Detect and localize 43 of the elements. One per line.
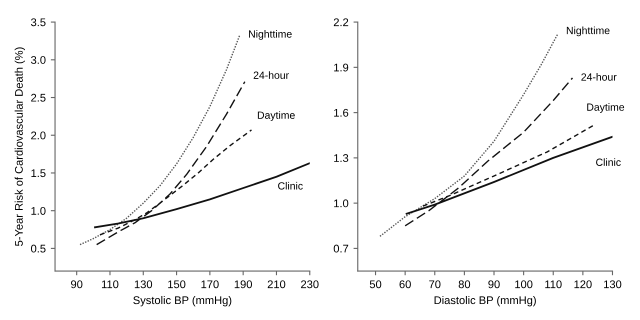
- y-tick-label: 2.2: [334, 18, 348, 26]
- x-tick-label: 80: [458, 280, 470, 288]
- x-tick-label: 110: [102, 280, 118, 288]
- y-tick-label: 1.0: [334, 199, 348, 208]
- line-series: [79, 34, 241, 246]
- y-axis-title: 5-Year Risk of Cardiovascular Death (%): [14, 47, 26, 246]
- y-tick-label: 1.3: [334, 154, 348, 162]
- x-tick-label: 210: [268, 280, 286, 288]
- x-tick-label: 170: [201, 280, 219, 288]
- y-tick-label: 1.0: [31, 206, 46, 215]
- series-label: Nighttime: [249, 30, 292, 40]
- x-tick-label: 110: [545, 280, 562, 288]
- x-tick-label: 130: [134, 280, 152, 288]
- x-tick-label: 90: [488, 280, 500, 288]
- x-tick-label: 130: [604, 280, 622, 288]
- x-tick-label: 190: [234, 280, 252, 288]
- y-tick-label: 1.9: [334, 64, 348, 72]
- series-label: Daytime: [587, 103, 624, 113]
- x-tick-label: 50: [370, 280, 382, 288]
- series-label: Clinic: [596, 158, 621, 166]
- y-tick-label: 0.5: [31, 244, 46, 253]
- x-tick-label: 60: [400, 280, 411, 288]
- x-tick-label: 100: [515, 280, 532, 288]
- series-label: Daytime: [258, 111, 295, 121]
- x-axis-title: Systolic BP (mmHg): [133, 296, 232, 306]
- series-label: Clinic: [278, 182, 303, 190]
- y-tick-label: 0.7: [334, 244, 348, 253]
- x-tick-label: 90: [71, 280, 82, 288]
- x-tick-label: 120: [574, 280, 592, 288]
- y-tick-label: 2.0: [31, 132, 46, 140]
- line-series: [379, 33, 558, 238]
- y-tick-label: 1.5: [31, 169, 46, 178]
- y-tick-label: 3.5: [30, 18, 46, 26]
- y-tick-label: 2.5: [31, 94, 46, 102]
- x-tick-label: 70: [429, 280, 441, 288]
- series-label: Nighttime: [566, 26, 610, 36]
- y-tick-label: 3.0: [30, 56, 46, 64]
- x-axis-title: Diastolic BP (mmHg): [434, 296, 536, 306]
- x-tick-label: 230: [301, 280, 319, 288]
- x-tick-label: 150: [168, 280, 186, 288]
- series-label: 24-hour: [254, 71, 289, 79]
- series-label: 24-hour: [581, 73, 617, 81]
- y-tick-label: 1.6: [334, 108, 348, 117]
